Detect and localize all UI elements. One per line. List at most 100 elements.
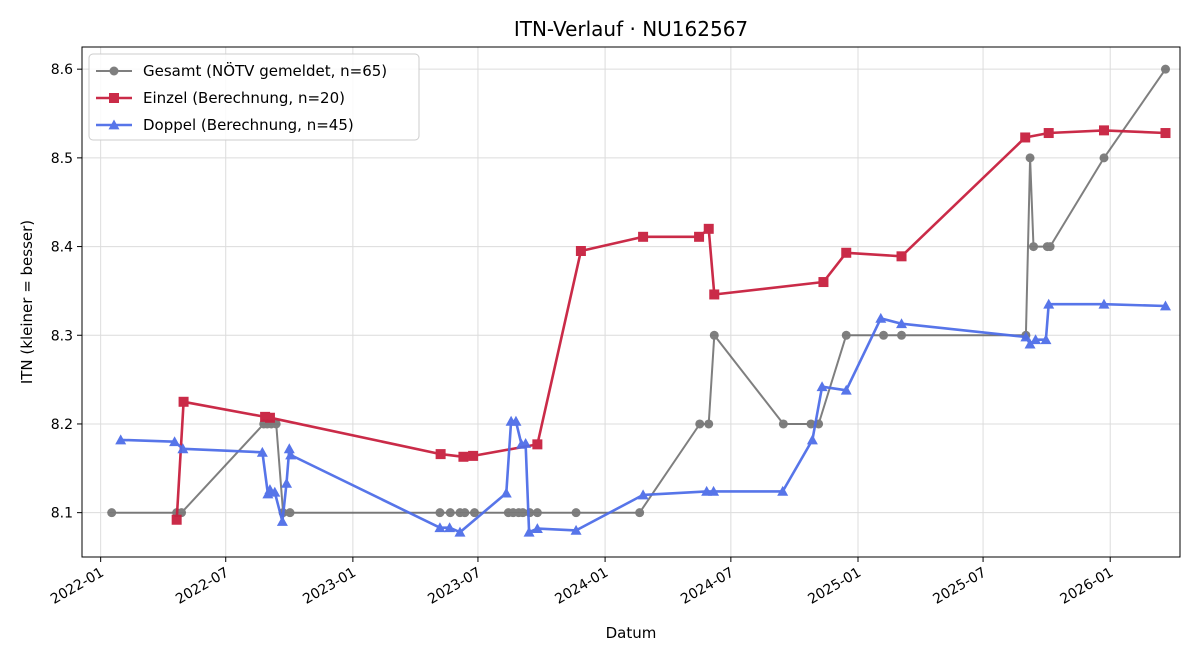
doppel-point (285, 449, 297, 460)
einzel-point (703, 223, 714, 234)
doppel-point (806, 434, 818, 445)
y-tick-label: 8.2 (51, 417, 73, 433)
einzel-point (709, 289, 720, 300)
y-tick-label: 8.1 (51, 506, 73, 522)
doppel-point (281, 477, 293, 488)
y-tick-label: 8.3 (51, 328, 73, 344)
einzel-point (841, 247, 852, 258)
y-tick-label: 8.4 (51, 240, 73, 256)
doppel-point (816, 381, 828, 392)
einzel-point (435, 449, 446, 460)
doppel-point (500, 487, 512, 498)
legend-swatch-einzel (96, 93, 132, 103)
y-axis-label: ITN (kleiner = besser) (18, 220, 36, 384)
gesamt-point (879, 330, 889, 340)
doppel-point (875, 312, 887, 323)
doppel-point (1043, 298, 1055, 309)
gesamt-point (704, 419, 714, 429)
legend-label-gesamt: Gesamt (NÖTV gemeldet, n=65) (143, 61, 387, 80)
gesamt-point (635, 508, 645, 518)
series-doppel (115, 298, 1171, 537)
series-line-doppel (120, 302, 1166, 534)
gesamt-point (1099, 153, 1109, 163)
einzel-point (1098, 125, 1109, 136)
doppel-point (510, 415, 522, 426)
gesamt-point (806, 419, 816, 429)
doppel-point (269, 486, 281, 497)
x-tick-label: 2023-01 (300, 565, 359, 608)
series-layer (107, 64, 1171, 537)
einzel-point (896, 251, 907, 262)
x-tick-label: 2022-01 (48, 565, 107, 608)
einzel-point (468, 450, 479, 461)
gesamt-point (285, 508, 295, 518)
doppel-point (444, 522, 456, 533)
doppel-point (169, 436, 181, 447)
gesamt-point (1025, 153, 1035, 163)
doppel-point (1024, 338, 1036, 349)
x-tick-label: 2025-01 (805, 565, 864, 608)
einzel-point (178, 396, 189, 407)
legend-swatch-doppel (96, 119, 132, 130)
doppel-point (637, 489, 649, 500)
doppel-point (1020, 331, 1032, 342)
einzel-point (171, 514, 182, 525)
doppel-point (256, 446, 268, 457)
gesamt-point (709, 330, 719, 340)
doppel-point (434, 522, 446, 533)
gesamt-point (897, 330, 907, 340)
legend-marker (109, 66, 119, 76)
x-tick-label: 2023-07 (425, 565, 484, 608)
doppel-point (1030, 334, 1042, 345)
plot-frame (81, 46, 1181, 558)
doppel-point (708, 485, 720, 496)
doppel-point (520, 437, 532, 448)
gesamt-point (445, 508, 455, 518)
series-einzel (171, 125, 1171, 525)
doppel-point (570, 524, 582, 535)
doppel-point (1040, 334, 1052, 345)
legend-marker (108, 119, 120, 130)
doppel-point (701, 485, 713, 496)
einzel-point (458, 451, 469, 462)
gesamt-point (460, 508, 470, 518)
doppel-point (896, 318, 908, 329)
doppel-point (777, 485, 789, 496)
y-tick-label: 8.6 (51, 62, 73, 78)
doppel-point (1159, 300, 1171, 311)
doppel-point (283, 443, 295, 454)
chart-title: ITN-Verlauf · NU162567 (514, 17, 748, 41)
doppel-point (531, 523, 543, 534)
gesamt-point (695, 419, 705, 429)
gesamt-point (435, 508, 445, 518)
x-tick-label: 2026-01 (1058, 565, 1117, 608)
einzel-point (638, 231, 649, 242)
gesamt-point (469, 508, 479, 518)
einzel-point (575, 246, 586, 256)
x-tick-label: 2024-01 (552, 565, 611, 608)
doppel-point (840, 384, 852, 395)
einzel-point (1020, 132, 1031, 143)
gesamt-point (518, 508, 528, 518)
legend-swatch-gesamt (96, 66, 132, 76)
einzel-point (532, 439, 543, 450)
einzel-point (264, 412, 275, 423)
einzel-point (1160, 128, 1171, 139)
gesamt-point (1045, 242, 1055, 252)
gesamt-point (1029, 242, 1039, 252)
gesamt-point (841, 330, 851, 340)
legend: Gesamt (NÖTV gemeldet, n=65) Einzel (Bere… (88, 53, 420, 141)
y-tick-label: 8.5 (51, 151, 73, 167)
doppel-point (523, 526, 535, 537)
x-tick-label: 2024-07 (678, 565, 737, 608)
x-axis-label: Datum (606, 624, 657, 642)
doppel-point (454, 526, 466, 537)
legend-label-einzel: Einzel (Berechnung, n=20) (143, 89, 345, 107)
series-line-einzel (175, 129, 1166, 520)
legend-marker (109, 93, 119, 103)
doppel-point (177, 443, 189, 454)
einzel-point (1043, 128, 1054, 139)
gesamt-point (532, 508, 542, 518)
gesamt-point (778, 419, 788, 429)
